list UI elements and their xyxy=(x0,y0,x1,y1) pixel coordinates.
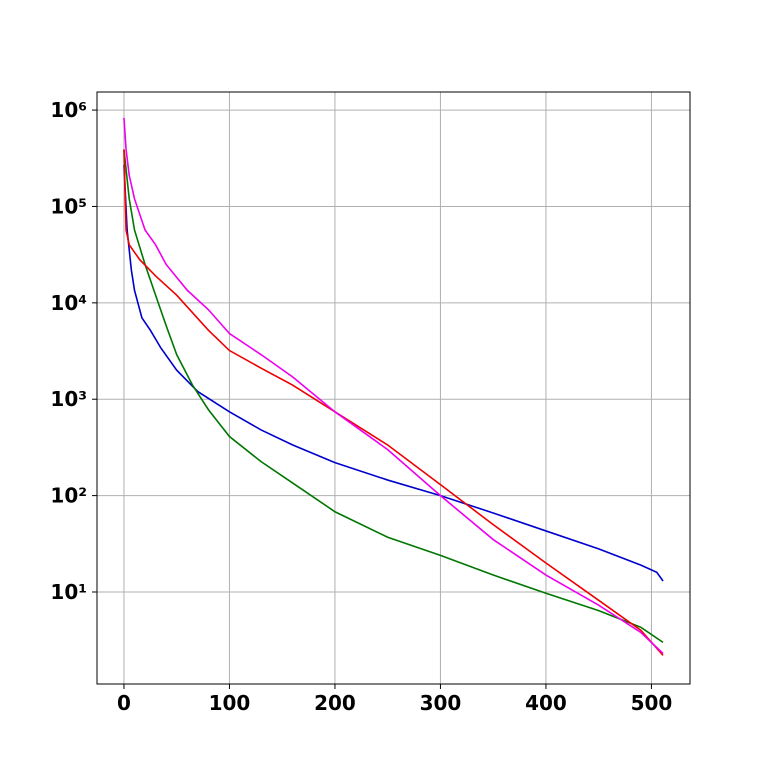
axes-frame xyxy=(96,91,691,685)
x-tick-label: 100 xyxy=(209,691,251,715)
y-tick-label: 10² xyxy=(50,484,87,508)
y-tick-label: 10³ xyxy=(50,387,87,411)
x-tick-label: 200 xyxy=(314,691,356,715)
data-line xyxy=(123,164,664,582)
x-tick-label: 300 xyxy=(420,691,462,715)
x-tick-label: 500 xyxy=(631,691,673,715)
y-tick-label: 10⁶ xyxy=(50,98,87,122)
y-tick-label: 10⁵ xyxy=(50,194,87,218)
data-line xyxy=(123,149,664,644)
data-line xyxy=(123,149,664,656)
data-line xyxy=(123,117,664,655)
y-tick-label: 10⁴ xyxy=(50,291,87,315)
x-tick-label: 400 xyxy=(525,691,567,715)
x-tick-label: 0 xyxy=(117,691,131,715)
y-tick-label: 10¹ xyxy=(50,580,87,604)
